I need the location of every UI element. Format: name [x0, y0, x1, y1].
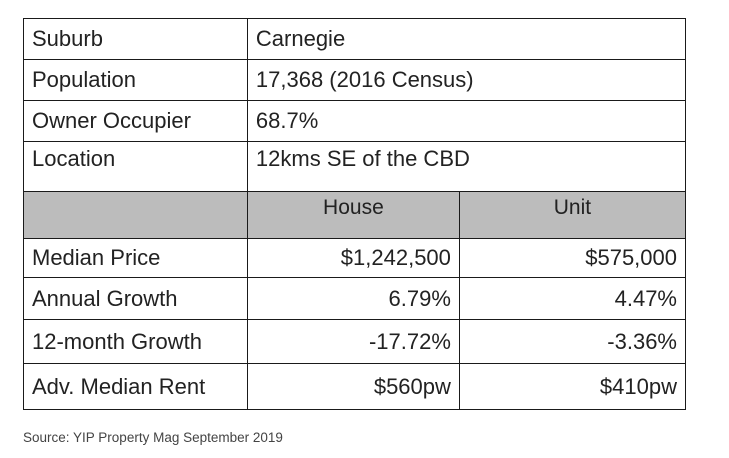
table-row: Population 17,368 (2016 Census): [23, 59, 687, 101]
row-value: Carnegie: [246, 18, 687, 60]
table-row: Suburb Carnegie: [23, 18, 687, 60]
row-label: Median Price: [23, 238, 248, 278]
table-row: Location 12kms SE of the CBD: [23, 141, 687, 192]
table-row: Median Price $1,242,500 $575,000: [23, 238, 687, 278]
row-label: Annual Growth: [23, 277, 248, 320]
row-label: Location: [23, 141, 248, 192]
suburb-profile-table: Suburb Carnegie Population 17,368 (2016 …: [23, 18, 687, 410]
header-house: House: [246, 191, 460, 239]
row-label: Owner Occupier: [23, 100, 248, 142]
row-value: 17,368 (2016 Census): [246, 59, 687, 101]
row-label: 12-month Growth: [23, 319, 248, 364]
unit-value: $575,000: [458, 238, 687, 278]
house-value: -17.72%: [246, 319, 460, 364]
table-row: Adv. Median Rent $560pw $410pw: [23, 363, 687, 410]
house-value: $1,242,500: [246, 238, 460, 278]
header-empty-cell: [23, 191, 248, 239]
column-header-row: House Unit: [23, 191, 687, 239]
row-label: Adv. Median Rent: [23, 363, 248, 410]
row-value: 68.7%: [246, 100, 687, 142]
unit-value: $410pw: [458, 363, 687, 410]
table-row: Annual Growth 6.79% 4.47%: [23, 277, 687, 320]
header-unit: Unit: [458, 191, 687, 239]
house-value: $560pw: [246, 363, 460, 410]
row-value: 12kms SE of the CBD: [246, 141, 687, 192]
table-row: Owner Occupier 68.7%: [23, 100, 687, 142]
unit-value: -3.36%: [458, 319, 687, 364]
source-caption: Source: YIP Property Mag September 2019: [23, 430, 283, 445]
table-row: 12-month Growth -17.72% -3.36%: [23, 319, 687, 364]
house-value: 6.79%: [246, 277, 460, 320]
unit-value: 4.47%: [458, 277, 687, 320]
row-label: Population: [23, 59, 248, 101]
row-label: Suburb: [23, 18, 248, 60]
